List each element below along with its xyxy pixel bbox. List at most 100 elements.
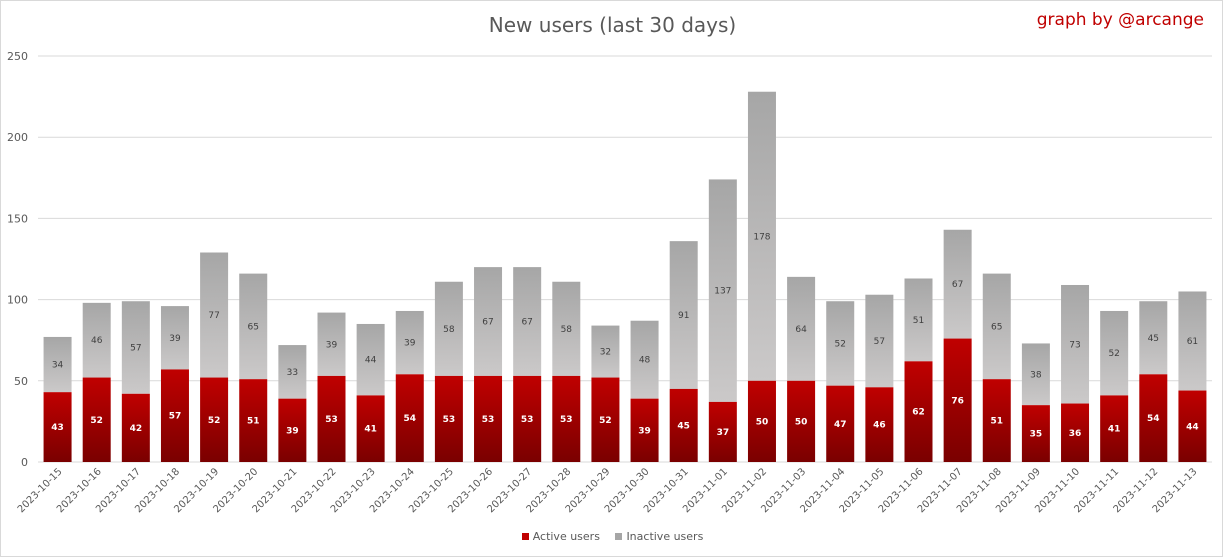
- y-tick-label: 0: [21, 456, 28, 469]
- data-label-active: 39: [286, 426, 299, 436]
- bar-inactive: [1139, 301, 1168, 375]
- bar-inactive: [121, 301, 150, 394]
- data-label-active: 52: [599, 416, 612, 426]
- data-label-active: 57: [169, 412, 182, 422]
- data-label-active: 37: [717, 428, 730, 438]
- data-label-active: 62: [912, 408, 925, 418]
- bar-active: [317, 375, 346, 462]
- data-label-inactive: 57: [874, 337, 885, 347]
- data-label-active: 53: [521, 415, 534, 425]
- bar-inactive: [82, 302, 111, 378]
- data-label-inactive: 137: [714, 287, 731, 297]
- bar-active: [787, 380, 816, 462]
- bar-active: [982, 379, 1011, 462]
- bar-inactive: [787, 276, 816, 381]
- bar-active: [513, 375, 542, 462]
- data-label-active: 53: [325, 415, 338, 425]
- bar-active: [278, 398, 307, 462]
- data-label-inactive: 58: [443, 325, 455, 335]
- data-label-inactive: 65: [991, 322, 1002, 332]
- bar-active: [708, 401, 737, 462]
- data-label-active: 44: [1186, 422, 1199, 432]
- bar-active: [239, 379, 268, 462]
- data-label-active: 53: [443, 415, 456, 425]
- data-label-inactive: 33: [287, 368, 298, 378]
- legend-swatch-inactive: [615, 533, 623, 540]
- data-label-inactive: 34: [52, 361, 64, 371]
- chart-credit: graph by @arcange: [1036, 10, 1204, 30]
- bar-active: [200, 377, 229, 462]
- data-label-active: 45: [677, 421, 690, 431]
- data-label-active: 41: [364, 425, 377, 435]
- data-label-inactive: 57: [130, 344, 141, 354]
- data-label-active: 76: [951, 396, 964, 406]
- legend-swatch-active: [521, 533, 529, 540]
- bar-inactive: [278, 345, 307, 399]
- data-label-inactive: 67: [952, 280, 963, 290]
- bar-active: [747, 380, 776, 462]
- bar-active: [1139, 374, 1168, 462]
- data-label-inactive: 39: [404, 339, 416, 349]
- bar-inactive: [474, 267, 503, 376]
- legend-item-active: Active users: [521, 530, 600, 543]
- data-label-inactive: 52: [835, 339, 846, 349]
- data-label-active: 36: [1069, 429, 1082, 439]
- bar-inactive: [865, 294, 894, 388]
- data-label-inactive: 67: [482, 318, 493, 328]
- bar-inactive: [630, 320, 659, 399]
- y-tick-label: 250: [7, 50, 28, 63]
- bar-active: [630, 398, 659, 462]
- data-label-active: 42: [130, 424, 143, 434]
- data-label-active: 39: [638, 426, 651, 436]
- bar-inactive: [591, 325, 620, 378]
- data-label-active: 35: [1030, 430, 1043, 440]
- bar-inactive: [904, 278, 933, 362]
- bar-active: [1100, 395, 1129, 462]
- bar-inactive: [1100, 310, 1129, 396]
- data-label-active: 53: [482, 415, 495, 425]
- bar-active: [160, 369, 189, 462]
- legend-label-active: Active users: [532, 530, 600, 543]
- data-label-active: 41: [1108, 425, 1121, 435]
- bar-inactive: [943, 229, 972, 339]
- bar-active: [1178, 390, 1207, 462]
- data-label-active: 51: [991, 417, 1004, 427]
- bar-inactive: [826, 301, 855, 386]
- data-label-inactive: 178: [753, 232, 770, 242]
- data-label-inactive: 65: [248, 322, 259, 332]
- data-label-active: 54: [1147, 414, 1160, 424]
- bar-active: [1061, 403, 1090, 462]
- bar-inactive: [982, 273, 1011, 380]
- y-tick-label: 50: [14, 375, 28, 388]
- data-label-inactive: 45: [1148, 334, 1159, 344]
- data-label-inactive: 73: [1069, 340, 1080, 350]
- bar-inactive: [239, 273, 268, 380]
- chart-title: New users (last 30 days): [488, 13, 737, 37]
- bar-active: [395, 374, 424, 462]
- bar-inactive: [1021, 343, 1050, 406]
- bar-active: [669, 388, 698, 462]
- bar-inactive: [669, 241, 698, 389]
- bar-inactive: [160, 306, 189, 370]
- bar-inactive: [747, 91, 776, 381]
- bar-inactive: [1061, 284, 1090, 404]
- data-label-inactive: 67: [521, 318, 532, 328]
- y-tick-label: 150: [7, 212, 28, 225]
- data-label-inactive: 77: [208, 311, 219, 321]
- data-label-inactive: 52: [1108, 349, 1119, 359]
- data-label-inactive: 44: [365, 356, 377, 366]
- legend-label-inactive: Inactive users: [626, 530, 704, 543]
- bar-active: [591, 377, 620, 462]
- data-label-inactive: 46: [91, 336, 103, 346]
- bar-inactive: [513, 267, 542, 376]
- y-tick-label: 200: [7, 131, 28, 144]
- bar-active: [43, 392, 72, 462]
- bar-active: [904, 361, 933, 462]
- data-label-inactive: 58: [561, 325, 573, 335]
- bar-inactive: [1178, 291, 1207, 391]
- bar-inactive: [43, 336, 72, 393]
- bar-inactive: [395, 310, 424, 375]
- data-label-active: 52: [90, 416, 103, 426]
